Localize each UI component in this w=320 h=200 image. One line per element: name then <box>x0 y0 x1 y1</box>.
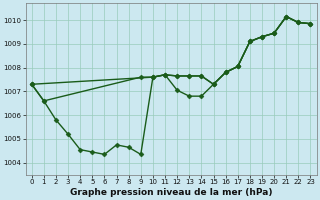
X-axis label: Graphe pression niveau de la mer (hPa): Graphe pression niveau de la mer (hPa) <box>70 188 272 197</box>
